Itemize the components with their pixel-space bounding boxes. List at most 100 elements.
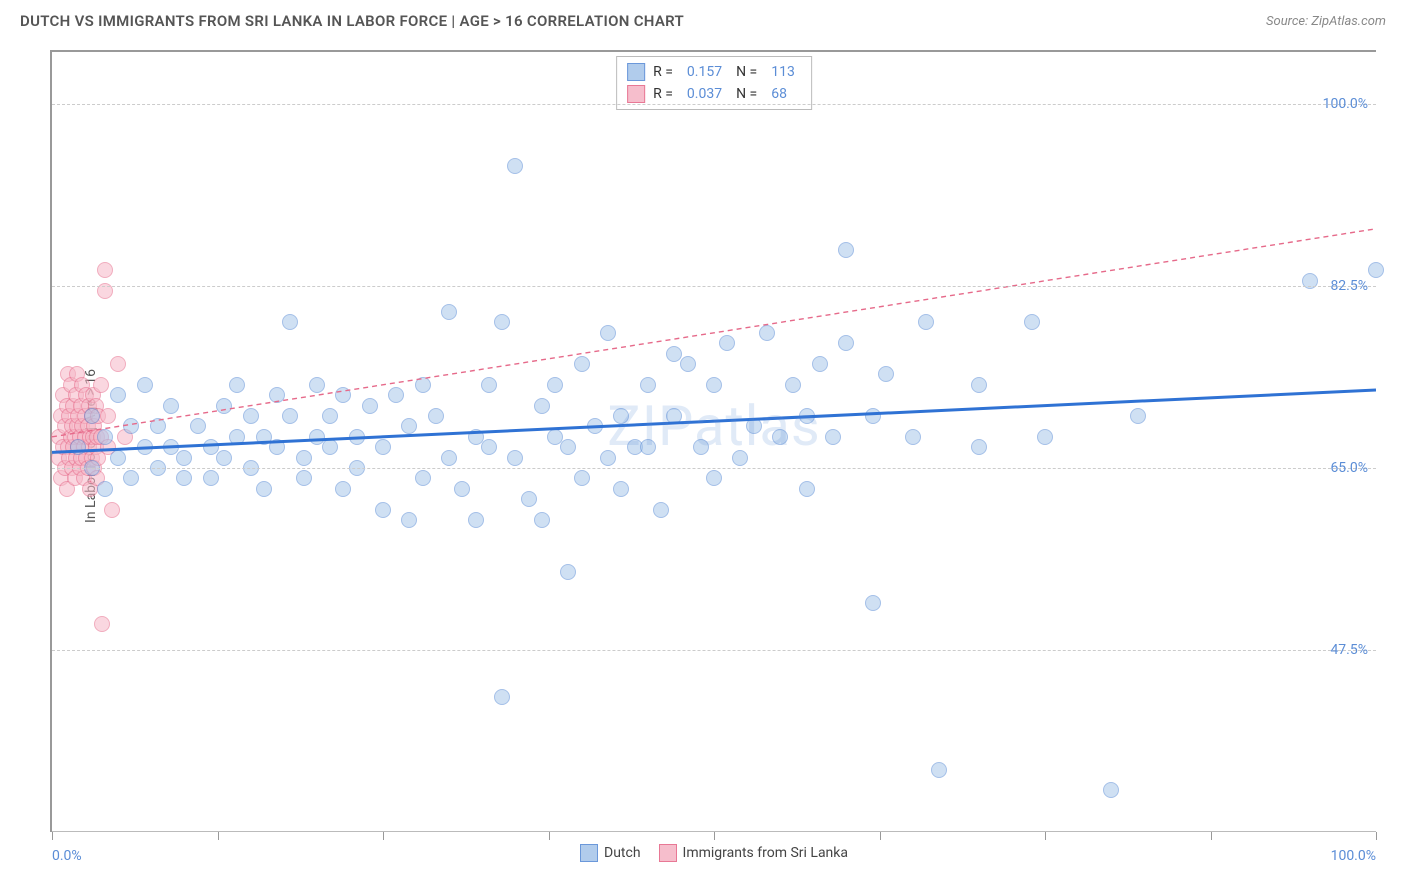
data-point (269, 439, 285, 455)
legend-stats-row-pink: R = 0.037 N = 68 (627, 83, 801, 105)
data-point (560, 439, 576, 455)
data-point (454, 481, 470, 497)
gridline (52, 104, 1376, 105)
swatch-blue-icon (580, 844, 598, 862)
y-tick-label: 47.5% (1330, 642, 1368, 658)
data-point (878, 366, 894, 382)
data-point (613, 481, 629, 497)
data-point (481, 377, 497, 393)
data-point (229, 377, 245, 393)
chart-area: ZIPatlas R = 0.157 N = 113 R = 0.037 N =… (50, 50, 1376, 832)
data-point (349, 429, 365, 445)
data-point (706, 377, 722, 393)
data-point (640, 439, 656, 455)
data-point (746, 418, 762, 434)
data-point (785, 377, 801, 393)
data-point (203, 470, 219, 486)
data-point (269, 387, 285, 403)
swatch-pink (627, 85, 645, 103)
data-point (388, 387, 404, 403)
data-point (123, 418, 139, 434)
x-tick (714, 832, 715, 840)
x-tick (549, 832, 550, 840)
legend-stats-row-blue: R = 0.157 N = 113 (627, 61, 801, 83)
n-pink: 68 (765, 86, 793, 102)
data-point (732, 450, 748, 466)
r-pink: 0.037 (681, 86, 728, 102)
legend-label-blue: Dutch (604, 845, 641, 861)
data-point (70, 439, 86, 455)
y-tick-label: 65.0% (1330, 460, 1368, 476)
data-point (309, 377, 325, 393)
source-label: Source: ZipAtlas.com (1266, 14, 1386, 29)
data-point (772, 429, 788, 445)
data-point (97, 481, 113, 497)
data-point (507, 450, 523, 466)
data-point (84, 408, 100, 424)
data-point (123, 470, 139, 486)
data-point (600, 450, 616, 466)
data-point (163, 398, 179, 414)
data-point (1368, 262, 1384, 278)
data-point (282, 408, 298, 424)
data-point (362, 398, 378, 414)
data-point (560, 564, 576, 580)
data-point (1024, 314, 1040, 330)
data-point (176, 450, 192, 466)
data-point (137, 377, 153, 393)
data-point (507, 158, 523, 174)
data-point (216, 398, 232, 414)
data-point (799, 481, 815, 497)
data-point (574, 470, 590, 486)
data-point (534, 512, 550, 528)
swatch-blue (627, 63, 645, 81)
data-point (322, 439, 338, 455)
x-tick (52, 832, 53, 840)
y-tick-label: 82.5% (1330, 278, 1368, 294)
gridline (52, 650, 1376, 651)
data-point (574, 356, 590, 372)
data-point (799, 408, 815, 424)
data-point (415, 377, 431, 393)
data-point (441, 304, 457, 320)
data-point (1103, 782, 1119, 798)
data-point (335, 481, 351, 497)
data-point (971, 439, 987, 455)
data-point (693, 439, 709, 455)
data-point (759, 325, 775, 341)
gridline (52, 468, 1376, 469)
data-point (706, 470, 722, 486)
data-point (812, 356, 828, 372)
data-point (468, 512, 484, 528)
n-blue: 113 (765, 64, 801, 80)
data-point (666, 408, 682, 424)
data-point (335, 387, 351, 403)
data-point (1130, 408, 1146, 424)
data-point (110, 387, 126, 403)
data-point (176, 470, 192, 486)
data-point (94, 616, 110, 632)
legend-stats: R = 0.157 N = 113 R = 0.037 N = 68 (616, 56, 812, 110)
y-tick-label: 100.0% (1323, 96, 1368, 112)
data-point (838, 335, 854, 351)
data-point (375, 502, 391, 518)
swatch-pink-icon (659, 844, 677, 862)
data-point (600, 325, 616, 341)
data-point (428, 408, 444, 424)
data-point (613, 408, 629, 424)
data-point (97, 262, 113, 278)
data-point (190, 418, 206, 434)
data-point (918, 314, 934, 330)
data-point (587, 418, 603, 434)
data-point (243, 408, 259, 424)
data-point (282, 314, 298, 330)
legend-item-blue: Dutch (580, 844, 641, 862)
data-point (216, 450, 232, 466)
data-point (104, 502, 120, 518)
legend-series: Dutch Immigrants from Sri Lanka (580, 844, 848, 862)
x-min-label: 0.0% (52, 848, 82, 864)
data-point (838, 242, 854, 258)
x-tick (1376, 832, 1377, 840)
data-point (865, 408, 881, 424)
data-point (322, 408, 338, 424)
